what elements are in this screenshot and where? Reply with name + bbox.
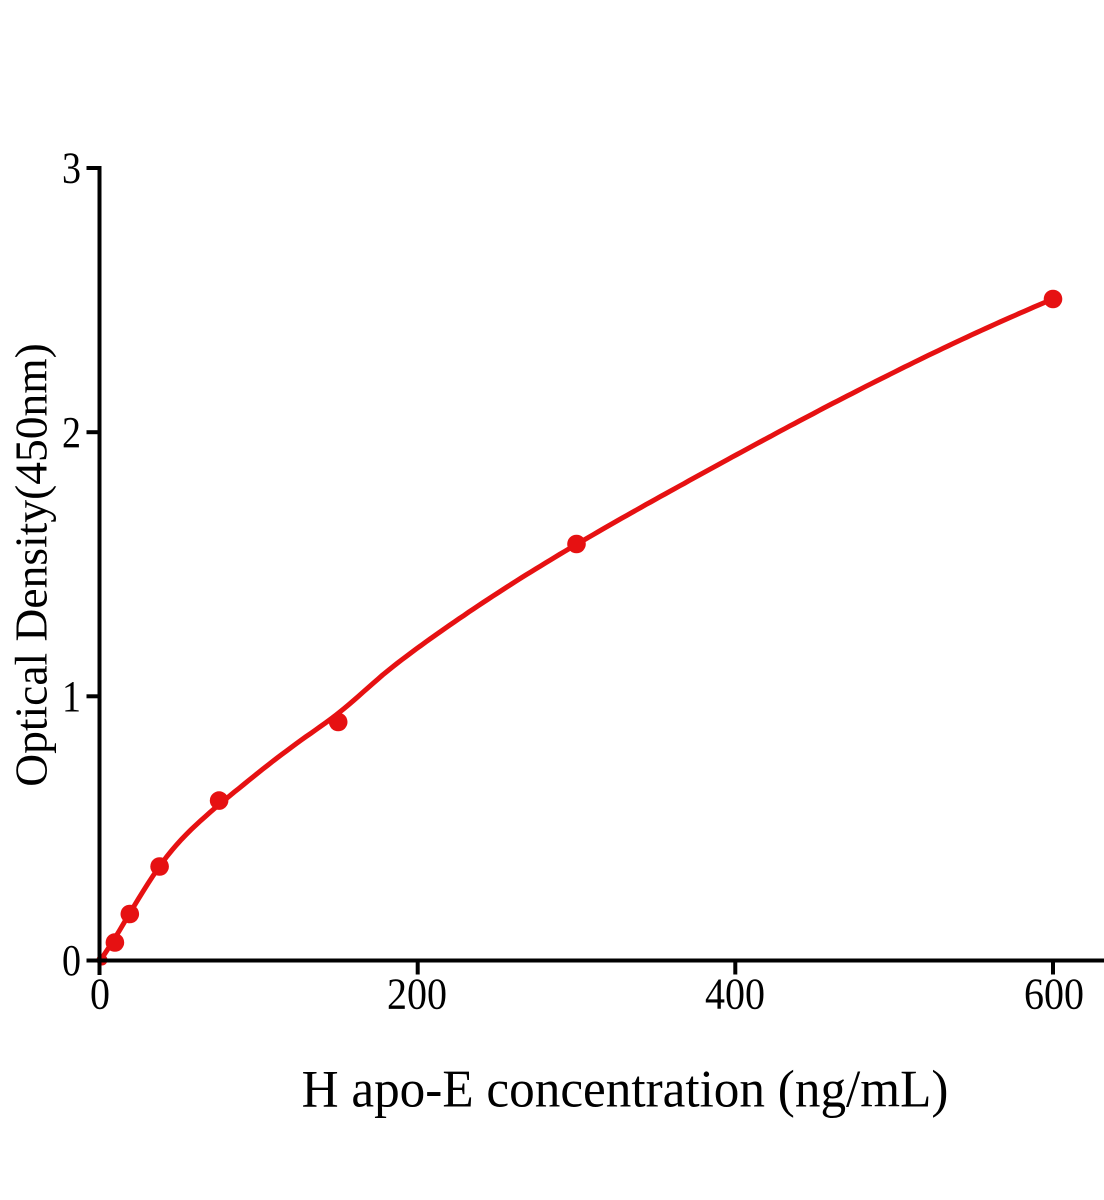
svg-text:1: 1 [62, 671, 81, 720]
svg-text:2: 2 [62, 407, 81, 456]
svg-text:Optical Density(450nm): Optical Density(450nm) [6, 343, 57, 787]
svg-text:600: 600 [1024, 971, 1084, 1019]
svg-text:3: 3 [62, 143, 81, 192]
svg-text:200: 200 [387, 971, 447, 1019]
svg-text:0: 0 [62, 935, 81, 984]
svg-text:400: 400 [705, 971, 765, 1019]
svg-text:0: 0 [90, 971, 110, 1019]
svg-text:H apo-E concentration (ng/mL): H apo-E concentration (ng/mL) [302, 1061, 949, 1119]
